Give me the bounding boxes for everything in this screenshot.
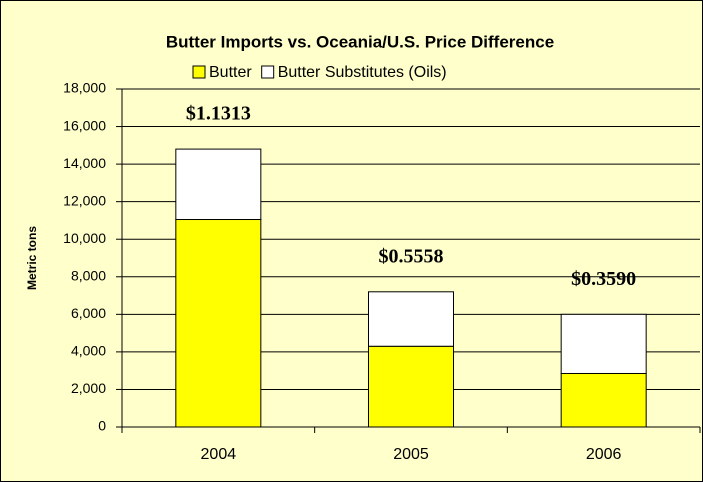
bar-segment — [368, 345, 454, 428]
y-tick-label: 10,000 — [63, 230, 106, 246]
y-tick-label: 6,000 — [71, 305, 106, 321]
y-tick-label: 12,000 — [63, 192, 106, 208]
legend-label: Butter Substitutes (Oils) — [278, 64, 447, 81]
y-tick-label: 0 — [98, 418, 106, 434]
y-tick-label: 8,000 — [71, 267, 106, 283]
x-tick-label: 2004 — [201, 446, 237, 463]
bar-segment — [175, 148, 262, 221]
y-tick-label: 16,000 — [63, 117, 106, 133]
x-tick-label: 2006 — [586, 446, 622, 463]
chart-title: Butter Imports vs. Oceania/U.S. Price Di… — [166, 32, 554, 51]
x-tick-label: 2005 — [393, 446, 429, 463]
annotation: $0.3590 — [571, 268, 636, 290]
annotation: $0.5558 — [379, 245, 444, 267]
legend-swatch — [261, 65, 275, 79]
bar-segment — [175, 219, 262, 428]
y-tick-label: 4,000 — [71, 343, 106, 359]
bar-segment — [368, 291, 454, 347]
y-axis-title: Metric tons — [25, 226, 39, 290]
y-tick-label: 2,000 — [71, 380, 106, 396]
legend-swatch — [192, 65, 206, 79]
legend-label: Butter — [209, 64, 252, 81]
bar-segment — [560, 313, 647, 374]
y-tick-label: 14,000 — [63, 155, 106, 171]
y-tick-label: 18,000 — [63, 80, 106, 96]
annotation: $1.1313 — [186, 103, 251, 125]
bar-segment — [560, 372, 647, 428]
